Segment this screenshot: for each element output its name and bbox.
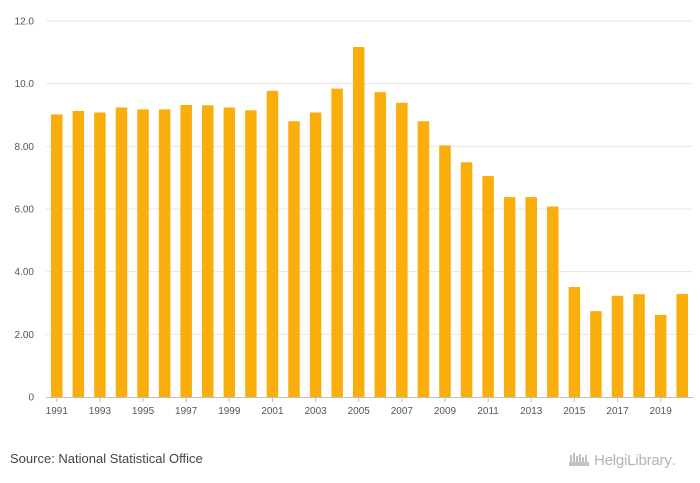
brand-name: HelgiLibrary xyxy=(594,451,672,469)
bar-2006 xyxy=(374,92,387,397)
bar-1994 xyxy=(115,107,128,397)
x-tick-label: 2011 xyxy=(477,406,499,417)
bar-1993 xyxy=(94,112,106,398)
y-tick-label: 0 xyxy=(28,393,34,404)
bar-1996 xyxy=(158,109,171,398)
y-tick-label: 6.00 xyxy=(15,205,35,216)
source-note: Source: National Statistical Office xyxy=(10,451,203,466)
bar-2011 xyxy=(482,176,494,397)
bar-2008 xyxy=(417,121,430,398)
bar-2009 xyxy=(439,145,451,397)
bar-2007 xyxy=(396,102,408,397)
y-tick-label: 10.0 xyxy=(15,79,35,90)
library-icon xyxy=(569,453,589,466)
x-tick-label: 2003 xyxy=(304,406,327,417)
bar-2004 xyxy=(331,88,343,398)
brand-logo: HelgiLibrary. xyxy=(568,449,676,471)
x-tick-label: 2013 xyxy=(520,406,543,417)
bar-2003 xyxy=(309,112,322,398)
x-tick-label: 2007 xyxy=(391,406,414,417)
brand-dot: . xyxy=(671,451,676,469)
bar-1997 xyxy=(180,104,192,397)
bar-2014 xyxy=(547,206,559,397)
bar-1991 xyxy=(51,114,63,398)
x-tick-label: 2017 xyxy=(606,406,629,417)
y-tick-label: 12.0 xyxy=(15,17,35,28)
bar-2001 xyxy=(266,90,279,398)
bar-2017 xyxy=(611,295,624,397)
x-tick-label: 1999 xyxy=(218,406,241,417)
x-tick-label: 1993 xyxy=(89,406,112,417)
bar-1999 xyxy=(223,107,236,397)
bar-2002 xyxy=(288,121,300,398)
bar-2005 xyxy=(352,47,365,397)
x-tick-label: 2009 xyxy=(434,406,457,417)
bar-1995 xyxy=(137,109,149,398)
y-tick-label: 2.00 xyxy=(15,330,35,341)
bar-2018 xyxy=(633,294,645,397)
bar-2013 xyxy=(525,197,537,397)
bar-2012 xyxy=(503,197,516,397)
x-tick-label: 1991 xyxy=(46,406,69,417)
x-tick-label: 1997 xyxy=(175,406,198,417)
y-tick-label: 4.00 xyxy=(15,267,35,278)
bar-1992 xyxy=(72,110,85,398)
x-tick-label: 1995 xyxy=(132,406,155,417)
x-tick-label: 2019 xyxy=(650,406,673,417)
x-tick-label: 2015 xyxy=(563,406,586,417)
bar-2016 xyxy=(590,311,602,397)
bar-2019 xyxy=(654,314,667,397)
bar-2020 xyxy=(676,293,688,397)
bar-2015 xyxy=(568,287,581,397)
bar-1998 xyxy=(202,105,214,397)
x-tick-label: 2005 xyxy=(348,406,371,417)
y-tick-label: 8.00 xyxy=(15,142,35,153)
bar-chart: 0 2.00 4.00 6.00 8.00 10.0 12.0 1991 1993 1995 199… xyxy=(15,17,693,417)
bar-2000 xyxy=(245,110,257,398)
x-tick-label: 2001 xyxy=(261,406,284,417)
bar-2010 xyxy=(460,162,473,397)
